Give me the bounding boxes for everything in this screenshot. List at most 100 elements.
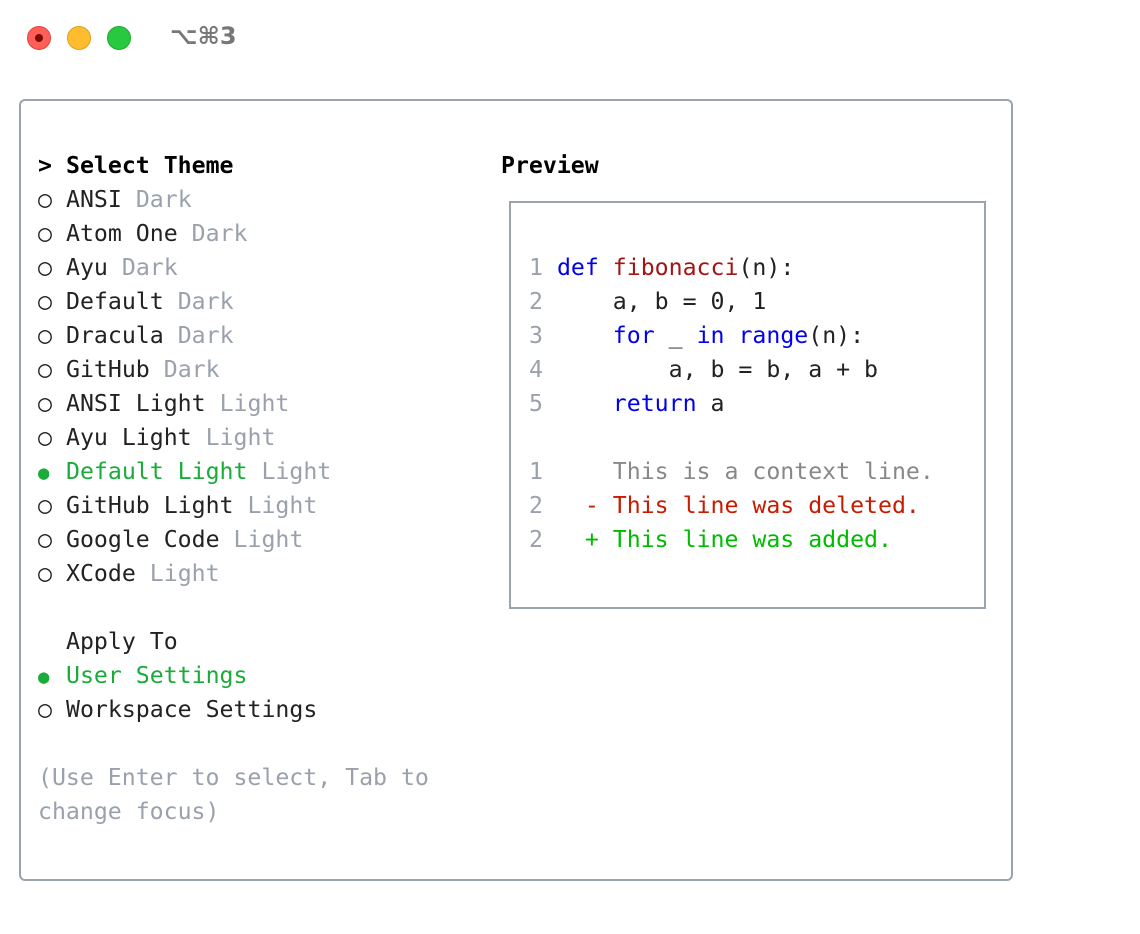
theme-name: Atom One — [66, 220, 178, 247]
code-line: 3 for _ in range(n): — [529, 319, 864, 353]
theme-option-xcode[interactable]: ○ XCode Light — [38, 557, 220, 591]
window-title: ⌥⌘3 — [170, 22, 237, 50]
radio-empty-icon: ○ — [38, 492, 52, 519]
theme-name: GitHub Light — [66, 492, 234, 519]
code-token: _ — [654, 322, 697, 349]
theme-option-dracula[interactable]: ○ Dracula Dark — [38, 319, 234, 353]
theme-type: Light — [247, 492, 318, 519]
theme-option-ayu[interactable]: ○ Ayu Dark — [38, 251, 178, 285]
theme-name: ANSI — [66, 186, 122, 213]
theme-name: Ayu Light — [66, 424, 192, 451]
radio-empty-icon: ○ — [38, 526, 52, 553]
theme-option-default[interactable]: ○ Default Dark — [38, 285, 234, 319]
code-token — [724, 322, 738, 349]
code-line: 4 a, b = b, a + b — [529, 353, 878, 387]
code-token: (n): — [738, 254, 795, 281]
minimize-button[interactable] — [67, 26, 91, 50]
code-line: 5 return a — [529, 387, 724, 421]
theme-option-atom-one[interactable]: ○ Atom One Dark — [38, 217, 248, 251]
focus-caret-icon: > — [38, 152, 52, 179]
apply-to-label: Apply To — [66, 628, 178, 655]
theme-type: Light — [149, 560, 220, 587]
radio-empty-icon: ○ — [38, 220, 52, 247]
theme-option-default-light[interactable]: ● Default Light Light — [38, 455, 331, 489]
theme-type: Dark — [121, 254, 178, 281]
help-hint: (Use Enter to select, Tab to — [38, 764, 429, 791]
theme-type: Light — [219, 390, 290, 417]
line-number: 1 — [529, 254, 543, 281]
code-line: 2 a, b = 0, 1 — [529, 285, 766, 319]
code-token: for — [612, 322, 655, 349]
theme-name: Google Code — [66, 526, 220, 553]
radio-empty-icon: ○ — [38, 288, 52, 315]
help-hint: change focus) — [38, 798, 220, 825]
radio-empty-icon: ○ — [38, 696, 52, 723]
diff-text: This is a context line. — [542, 458, 934, 485]
theme-name: GitHub — [66, 356, 150, 383]
code-token: def — [556, 254, 599, 281]
diff-text: - This line was deleted. — [542, 492, 920, 519]
theme-type: Dark — [191, 220, 248, 247]
radio-empty-icon: ○ — [38, 254, 52, 281]
option-name: User Settings — [66, 662, 248, 689]
line-number: 3 — [529, 322, 543, 349]
radio-empty-icon: ○ — [38, 322, 52, 349]
diff-line-del: 2 - This line was deleted. — [529, 489, 920, 523]
line-number: 1 — [529, 458, 543, 485]
close-button[interactable] — [27, 26, 51, 50]
code-token: a, b = 0, 1 — [556, 288, 767, 315]
theme-type: Light — [205, 424, 276, 451]
zoom-button[interactable] — [107, 26, 131, 50]
heading-label: Select Theme — [66, 152, 234, 179]
theme-dialog — [19, 99, 1013, 881]
theme-option-github-light[interactable]: ○ GitHub Light Light — [38, 489, 317, 523]
code-token: return — [612, 390, 697, 417]
radio-empty-icon: ○ — [38, 424, 52, 451]
apply-to-heading: Apply To — [38, 625, 178, 659]
radio-empty-icon: ○ — [38, 356, 52, 383]
theme-name: Default — [66, 288, 164, 315]
radio-selected-icon: ● — [38, 666, 50, 688]
radio-empty-icon: ○ — [38, 186, 52, 213]
radio-empty-icon: ○ — [38, 560, 52, 587]
theme-name: Default Light — [66, 458, 248, 485]
diff-line-ctx: 1 This is a context line. — [529, 455, 934, 489]
line-number: 4 — [529, 356, 543, 383]
apply-option-user-settings[interactable]: ● User Settings — [38, 659, 247, 693]
select-theme-heading: > Select Theme — [38, 149, 234, 183]
theme-option-github[interactable]: ○ GitHub Dark — [38, 353, 220, 387]
code-token — [557, 390, 613, 417]
code-token: range — [738, 322, 809, 349]
preview-box — [509, 201, 986, 609]
theme-type: Dark — [135, 186, 192, 213]
theme-name: Dracula — [66, 322, 164, 349]
code-token: (n): — [808, 322, 865, 349]
theme-name: XCode — [66, 560, 136, 587]
theme-type: Dark — [177, 288, 234, 315]
option-name: Workspace Settings — [66, 696, 318, 723]
preview-heading: Preview — [501, 152, 599, 179]
theme-type: Light — [233, 526, 304, 553]
theme-type: Light — [261, 458, 332, 485]
diff-text: + This line was added. — [542, 526, 892, 553]
theme-type: Dark — [177, 322, 234, 349]
diff-line-add: 2 + This line was added. — [529, 523, 892, 557]
code-token: a, b = b, a + b — [556, 356, 879, 383]
line-number: 2 — [529, 492, 543, 519]
code-line: 1 def fibonacci(n): — [529, 251, 794, 285]
code-token: in — [696, 322, 725, 349]
close-dot-icon — [35, 34, 43, 42]
line-number: 5 — [529, 390, 543, 417]
theme-option-ansi[interactable]: ○ ANSI Dark — [38, 183, 192, 217]
apply-option-workspace-settings[interactable]: ○ Workspace Settings — [38, 693, 317, 727]
line-number: 2 — [529, 526, 543, 553]
theme-name: ANSI Light — [66, 390, 206, 417]
theme-type: Dark — [163, 356, 220, 383]
radio-selected-icon: ● — [38, 462, 50, 484]
radio-empty-icon: ○ — [38, 390, 52, 417]
theme-option-ansi-light[interactable]: ○ ANSI Light Light — [38, 387, 289, 421]
theme-name: Ayu — [66, 254, 108, 281]
code-token — [557, 322, 613, 349]
theme-option-ayu-light[interactable]: ○ Ayu Light Light — [38, 421, 275, 455]
theme-option-google-code[interactable]: ○ Google Code Light — [38, 523, 303, 557]
